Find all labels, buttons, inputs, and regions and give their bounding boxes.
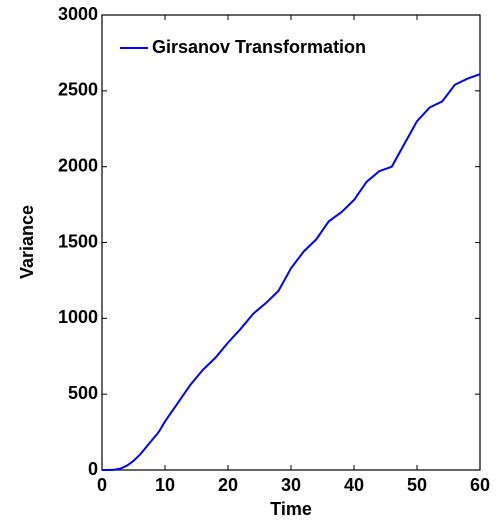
x-tick-label: 10	[155, 475, 175, 495]
y-axis-label: Variance	[17, 205, 37, 279]
x-tick-label: 0	[97, 475, 107, 495]
y-tick-label: 3000	[58, 4, 98, 24]
legend-label: Girsanov Transformation	[152, 37, 366, 57]
x-tick-label: 50	[407, 475, 427, 495]
x-tick-label: 20	[218, 475, 238, 495]
plot-box	[101, 14, 481, 471]
y-tick-label: 1500	[58, 231, 98, 251]
x-tick-label: 40	[344, 475, 364, 495]
x-tick-label: 30	[281, 475, 301, 495]
x-axis-label: Time	[270, 499, 312, 519]
series-line	[102, 73, 481, 471]
y-tick-label: 2500	[58, 80, 98, 100]
y-tick-label: 500	[68, 383, 98, 403]
y-tick-label: 0	[88, 459, 98, 479]
y-tick-label: 2000	[58, 155, 98, 175]
y-tick-label: 1000	[58, 307, 98, 327]
x-tick-label: 60	[470, 475, 490, 495]
